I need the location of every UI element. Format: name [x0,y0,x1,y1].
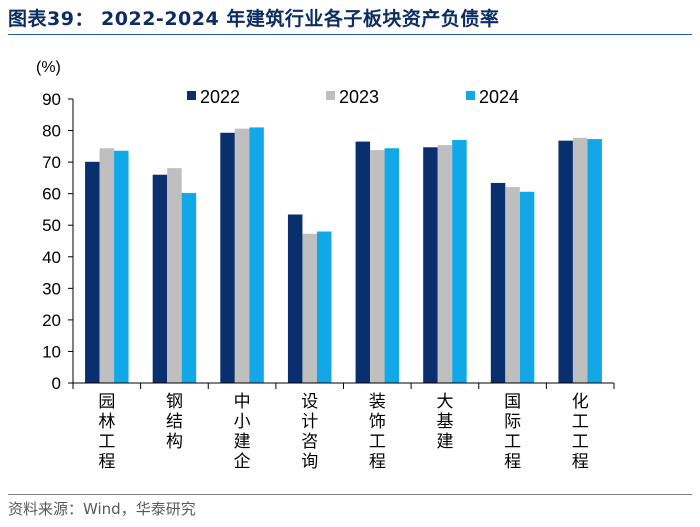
bar-2024 [587,139,602,383]
bar-2022 [287,214,303,383]
y-tick-label: 70 [42,153,61,172]
bar-2024 [114,150,129,383]
y-tick-label: 0 [52,374,61,393]
bar-2023 [167,168,182,383]
bar-2022 [558,140,573,383]
bar-2023 [234,128,250,383]
legend-label: 2024 [479,87,519,107]
y-tick-label: 20 [42,311,61,330]
bar-2022 [85,161,100,383]
x-tick-label: 园林工程 [98,392,115,471]
title-rule [8,34,692,35]
y-tick-label: 80 [42,122,61,141]
y-tick-label: 30 [42,279,61,298]
bar-2023 [370,150,385,383]
x-tick-label: 钢结构 [166,392,183,451]
bar-2024 [519,191,535,383]
bar-2023 [572,137,588,383]
bar-2024 [181,193,197,383]
bar-2022 [490,182,506,383]
figure-title: 图表39： 2022-2024 年建筑行业各子板块资产负债率 [8,8,500,30]
bar-2024 [316,231,332,383]
y-tick-label: 60 [42,185,61,204]
bar-2023 [302,233,317,383]
legend-swatch-2022 [187,91,196,100]
bar-2024 [452,140,467,383]
legend-label: 2023 [339,87,379,107]
legend-swatch-2023 [326,91,335,100]
y-tick-label: 10 [42,342,61,361]
bar-2022 [423,147,438,383]
bar-2023 [437,145,453,383]
legend-label: 2022 [200,87,240,107]
bar-2022 [355,141,371,383]
x-tick-label: 大基建 [436,392,453,451]
source-note: 资料来源：Wind，华泰研究 [8,500,196,518]
y-tick-label: 40 [42,248,61,267]
x-tick-label: 中小建企 [234,392,251,471]
bar-2022 [220,132,235,383]
legend: 2022 2023 2024 [187,87,519,107]
x-tick-label: 设计咨询 [301,392,318,471]
bar-2024 [249,127,264,384]
footer-rule [8,494,692,495]
x-tick-label: 国际工程 [504,392,521,471]
axes-group: 0 10 20 30 40 50 60 70 80 90 园林工程 钢结构 中小建企 设计咨询 装饰工程 大基… [42,90,615,471]
bar-2023 [99,148,115,383]
x-tick-label: 装饰工程 [369,392,386,471]
legend-swatch-2024 [466,91,475,100]
bar-2024 [384,148,400,383]
bars-group [85,127,602,384]
y-axis-label: (%) [36,59,61,76]
bar-2022 [152,174,168,383]
bar-2023 [505,187,520,383]
y-tick-label: 50 [42,216,61,235]
y-tick-label: 90 [42,90,61,109]
x-tick-label: 化工工程 [572,392,589,471]
